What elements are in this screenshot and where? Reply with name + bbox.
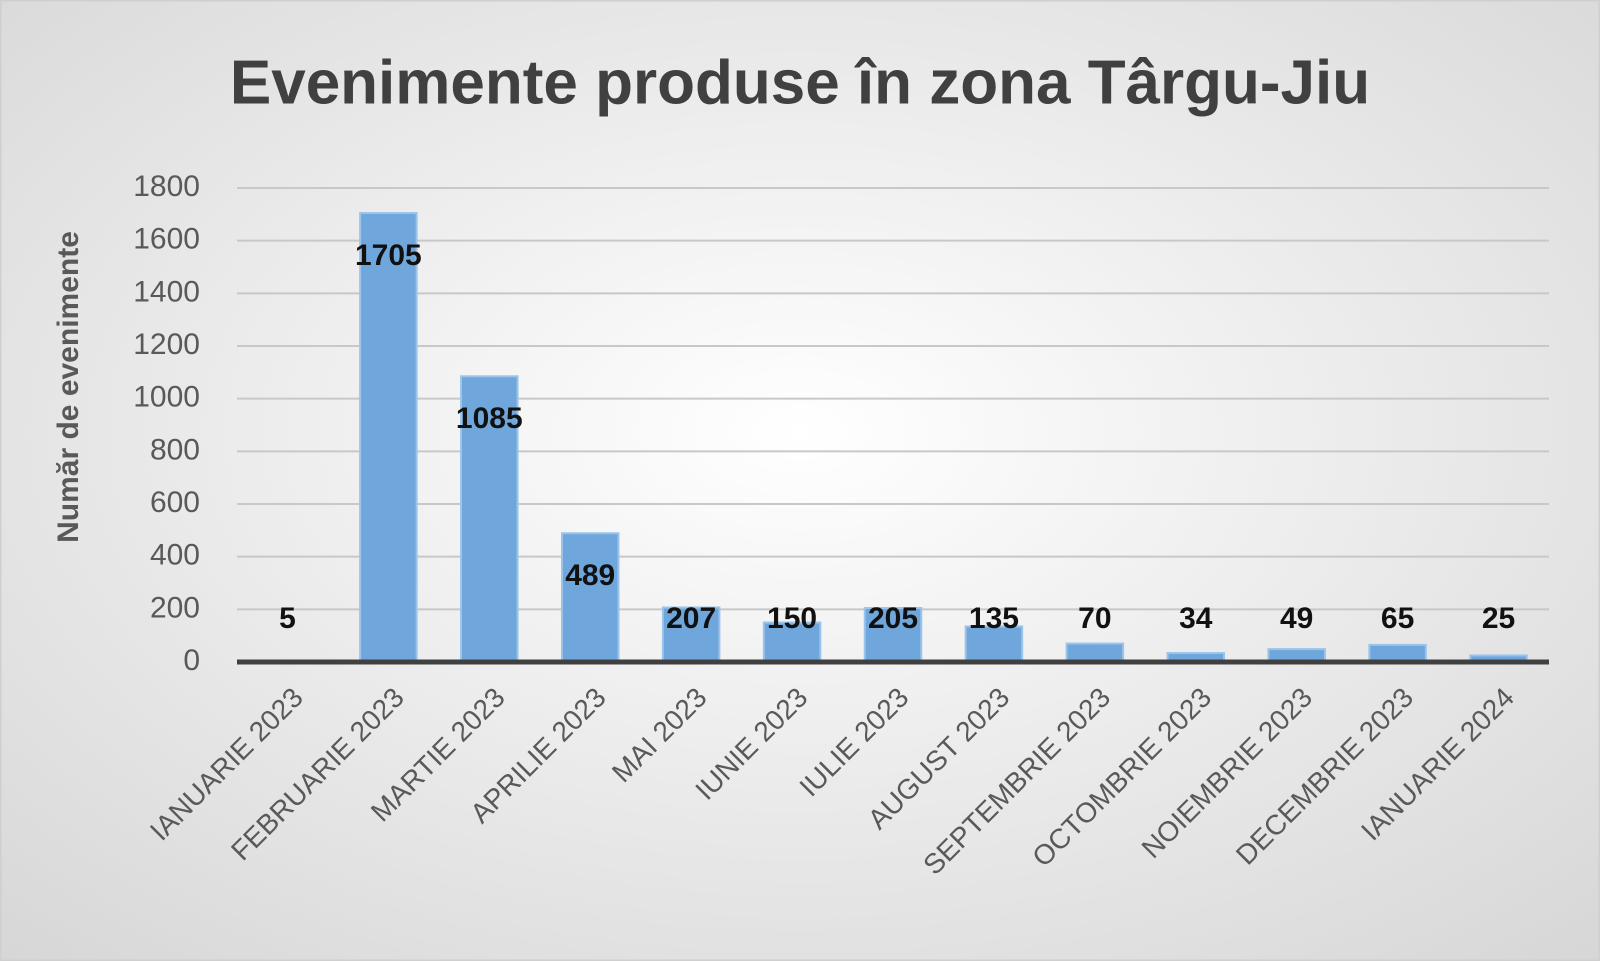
data-label: 207 bbox=[666, 602, 716, 635]
y-tick-label: 1200 bbox=[133, 328, 200, 361]
bar bbox=[359, 212, 418, 663]
bar bbox=[1065, 642, 1125, 663]
chart-title: Evenimente produse în zona Târgu-Jiu bbox=[230, 48, 1370, 117]
y-tick-label: 1800 bbox=[133, 170, 200, 203]
data-label: 1705 bbox=[355, 239, 422, 272]
y-tick-label: 800 bbox=[150, 433, 200, 466]
data-label: 1085 bbox=[456, 402, 523, 435]
bar bbox=[560, 532, 620, 663]
bar bbox=[1368, 643, 1427, 664]
data-label: 65 bbox=[1381, 602, 1414, 635]
y-axis-label: Număr de evenimente bbox=[52, 231, 85, 543]
data-label: 70 bbox=[1078, 602, 1111, 635]
y-tick-label: 0 bbox=[183, 644, 200, 677]
y-tick-label: 200 bbox=[150, 591, 200, 624]
y-tick-label: 1400 bbox=[133, 275, 200, 308]
data-label: 135 bbox=[969, 602, 1019, 635]
y-tick-label: 1600 bbox=[133, 223, 200, 256]
data-label: 489 bbox=[565, 559, 615, 592]
data-label: 49 bbox=[1280, 602, 1313, 635]
y-tick-label: 400 bbox=[150, 539, 200, 572]
data-label: 34 bbox=[1179, 602, 1213, 635]
data-label: 150 bbox=[767, 602, 817, 635]
y-tick-label: 1000 bbox=[133, 381, 200, 414]
bar bbox=[964, 625, 1024, 664]
data-label: 205 bbox=[868, 602, 918, 635]
bar bbox=[460, 375, 519, 663]
y-tick-label: 600 bbox=[150, 486, 200, 519]
data-label: 25 bbox=[1482, 602, 1515, 635]
data-label: 5 bbox=[279, 602, 296, 635]
